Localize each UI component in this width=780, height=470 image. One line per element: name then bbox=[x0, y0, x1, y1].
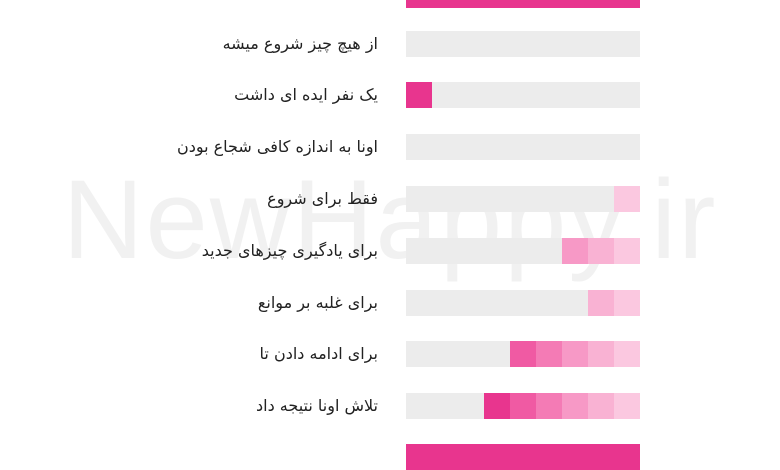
progress-segment bbox=[484, 444, 510, 470]
row-label: از هیچ چیز شروع میشه bbox=[222, 34, 378, 53]
progress-segment bbox=[614, 393, 640, 419]
progress-segment bbox=[510, 341, 536, 367]
progress-segment bbox=[562, 393, 588, 419]
progress-segment bbox=[536, 0, 562, 8]
progress-segment bbox=[614, 0, 640, 8]
progress-segment bbox=[510, 444, 536, 470]
progress-bar bbox=[406, 290, 640, 316]
progress-segment bbox=[614, 238, 640, 264]
progress-segment bbox=[510, 393, 536, 419]
row-label: برای یادگیری چیزهای جدید bbox=[201, 241, 378, 260]
row-label: برای غلبه بر موانع bbox=[257, 293, 378, 312]
progress-segment bbox=[562, 0, 588, 8]
progress-bar bbox=[406, 0, 640, 8]
progress-segment bbox=[588, 290, 614, 316]
progress-segment bbox=[406, 82, 432, 108]
list-item: برای غلبه بر موانع bbox=[0, 290, 780, 316]
progress-bar bbox=[406, 444, 640, 470]
list-item: برای ادامه دادن تا bbox=[0, 341, 780, 367]
progress-segment bbox=[562, 341, 588, 367]
row-label: برای ادامه دادن تا bbox=[259, 344, 378, 363]
progress-segment bbox=[458, 393, 484, 419]
progress-segment bbox=[432, 0, 458, 8]
row-label: یک نفر ایده ای داشت bbox=[234, 85, 378, 104]
progress-segment bbox=[536, 341, 562, 367]
progress-segment bbox=[588, 341, 614, 367]
progress-segment bbox=[510, 0, 536, 8]
progress-bar bbox=[406, 238, 640, 264]
progress-bar bbox=[406, 341, 640, 367]
progress-segment bbox=[536, 444, 562, 470]
progress-segment bbox=[406, 0, 432, 8]
progress-bar bbox=[406, 393, 640, 419]
progress-segment bbox=[614, 444, 640, 470]
progress-segment bbox=[588, 238, 614, 264]
progress-segment bbox=[562, 444, 588, 470]
list-item: برای یادگیری چیزهای جدید bbox=[0, 238, 780, 264]
list-item: تلاش اونا نتیجه داد bbox=[0, 393, 780, 419]
row-label: اونا به اندازه کافی شجاع بودن bbox=[176, 137, 378, 156]
progress-segment bbox=[406, 444, 432, 470]
progress-segment bbox=[458, 444, 484, 470]
progress-bar bbox=[406, 186, 640, 212]
progress-segment bbox=[614, 341, 640, 367]
list-item: فقط برای شروع bbox=[0, 186, 780, 212]
progress-segment bbox=[458, 0, 484, 8]
progress-segment bbox=[562, 238, 588, 264]
progress-segment bbox=[614, 290, 640, 316]
progress-segment bbox=[588, 393, 614, 419]
row-label: تلاش اونا نتیجه داد bbox=[256, 396, 378, 415]
list-item bbox=[0, 0, 780, 8]
progress-segment bbox=[432, 444, 458, 470]
progress-segment bbox=[588, 0, 614, 8]
list-item: اونا به اندازه کافی شجاع بودن bbox=[0, 134, 780, 160]
progress-segment bbox=[614, 186, 640, 212]
progress-bar bbox=[406, 31, 640, 57]
list-item: یک نفر ایده ای داشت bbox=[0, 82, 780, 108]
progress-segment bbox=[536, 393, 562, 419]
row-label: فقط برای شروع bbox=[267, 189, 378, 208]
progress-segment bbox=[484, 0, 510, 8]
progress-bar bbox=[406, 134, 640, 160]
list-item bbox=[0, 444, 780, 470]
list-item: از هیچ چیز شروع میشه bbox=[0, 31, 780, 57]
progress-segment bbox=[588, 444, 614, 470]
progress-segment bbox=[484, 393, 510, 419]
progress-bar bbox=[406, 82, 640, 108]
